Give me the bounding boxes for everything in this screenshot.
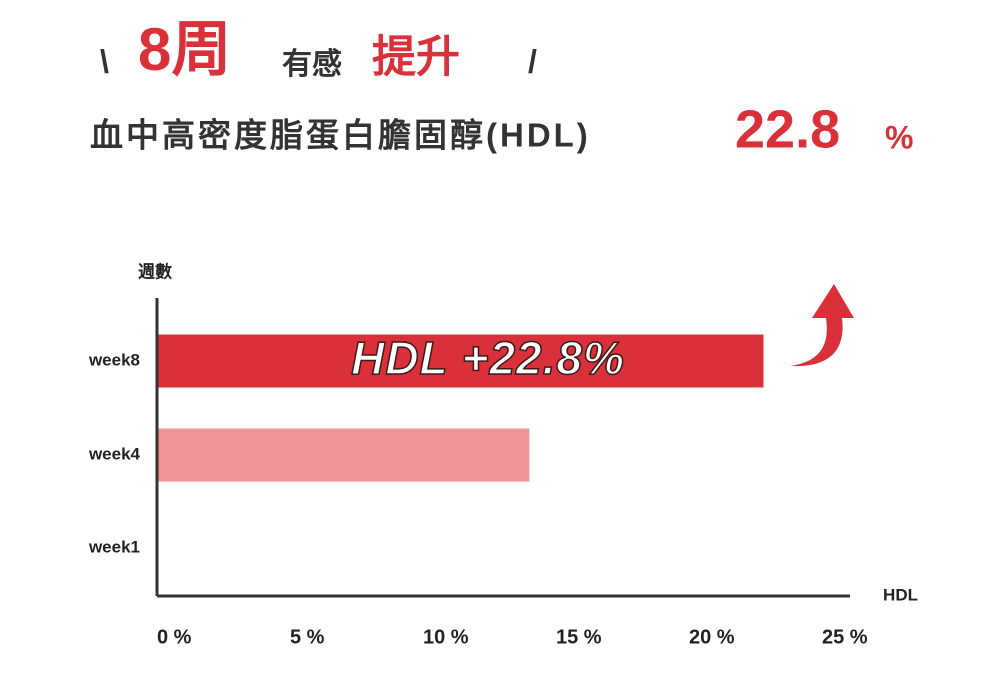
header-mark: / [528,43,537,79]
bar [157,428,530,482]
header-mark: \ [100,43,109,79]
x-tick-label: 15 % [556,626,602,648]
subtitle: 血中高密度脂蛋白膽固醇(HDL) [90,117,591,154]
highlight-unit: % [885,119,913,155]
x-axis-label: HDL [883,585,918,604]
bar [157,334,764,388]
x-tick-label: 0 % [157,626,192,648]
header-middle: 有感 [282,48,342,81]
highlight-value: 22.8 [735,99,840,159]
y-tick-label: week4 [88,444,141,463]
y-tick-label: week1 [88,537,140,556]
x-tick-label: 10 % [423,626,469,648]
header-weeks: 8周 [138,16,231,83]
header-emphasis: 提升 [372,33,460,82]
x-tick-label: 20 % [689,626,735,648]
y-axis-label: 週數 [138,261,172,281]
x-tick-label: 25 % [822,626,868,648]
y-tick-label: week8 [88,350,140,369]
bar-annotation: HDL +22.8% [351,332,625,384]
up-arrow [790,284,854,367]
x-tick-label: 5 % [290,626,325,648]
